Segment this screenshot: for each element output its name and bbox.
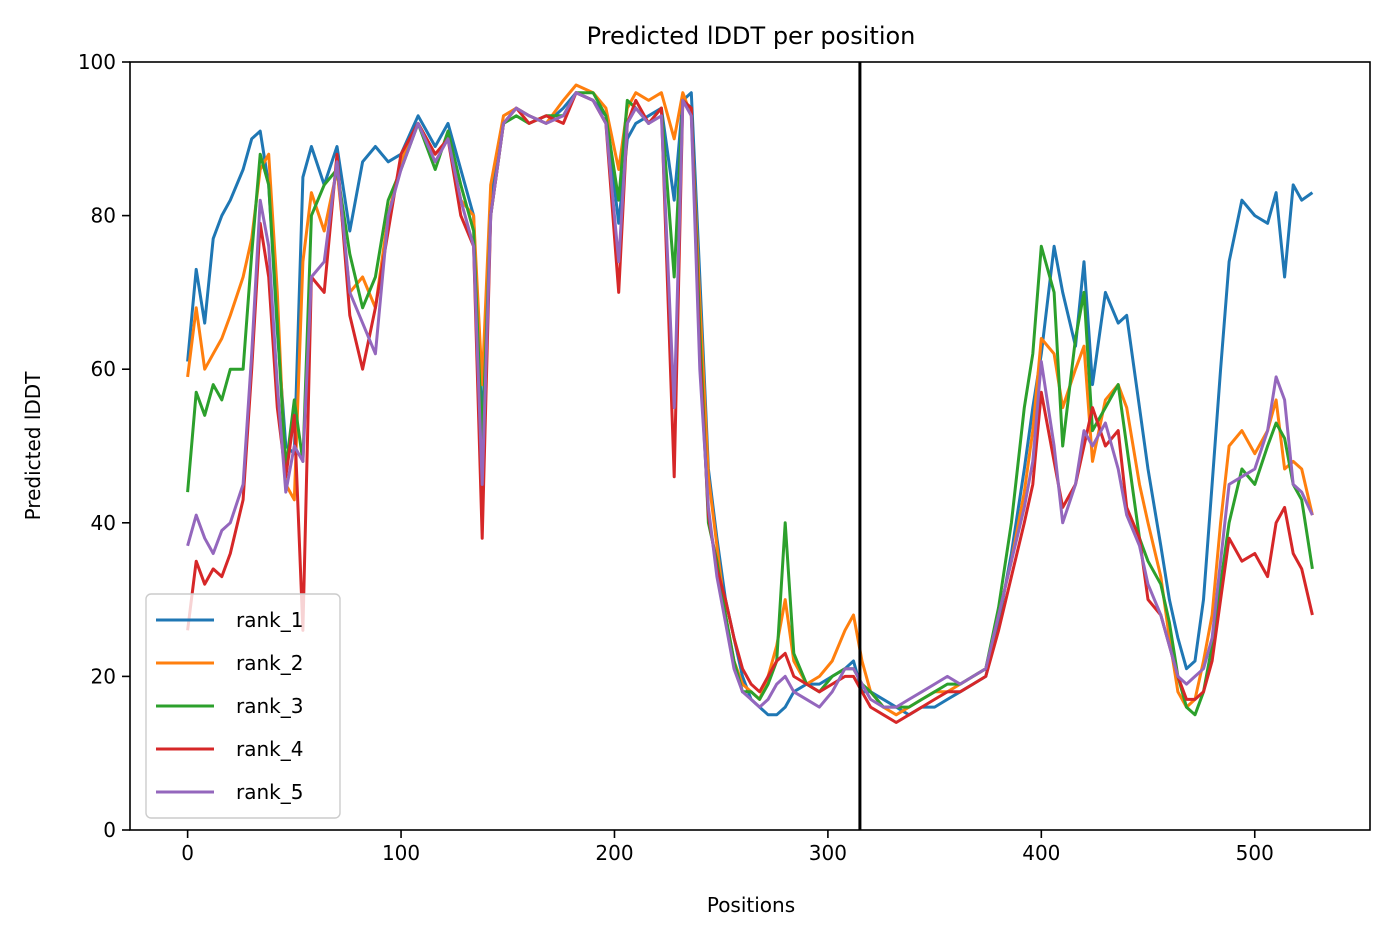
series-line-rank-2 [186,83,1314,717]
plot-series [186,83,1314,724]
legend-label: rank_4 [236,737,303,761]
legend-label: rank_5 [236,780,303,804]
x-tick-label: 400 [1022,841,1060,865]
x-tick-label: 200 [595,841,633,865]
y-tick-label: 20 [91,664,116,688]
y-tick-label: 60 [91,357,116,381]
x-axis-label: Positions [707,893,795,917]
legend-box [145,593,341,819]
legend: rank_1 rank_2 rank_3 rank_4 rank_5 [145,593,341,819]
legend-label: rank_1 [236,608,303,632]
plot-frame [129,61,1371,831]
y-axis-label: Predicted lDDT [21,371,45,521]
series-line-rank-4 [186,91,1314,724]
y-tick-label: 80 [91,204,116,228]
x-tick-label: 0 [181,841,194,865]
series-line-rank-1 [186,91,1314,717]
y-axis: 0 20 40 60 80 100 [78,50,130,842]
y-tick-label: 100 [78,50,116,74]
legend-label: rank_2 [236,651,303,675]
x-axis: 0 100 200 300 400 500 [181,830,1274,865]
series-line-rank-5 [186,91,1314,709]
legend-label: rank_3 [236,694,303,718]
y-tick-label: 0 [103,818,116,842]
chart-title: Predicted lDDT per position [587,22,916,50]
x-tick-label: 100 [382,841,420,865]
y-tick-label: 40 [91,511,116,535]
x-tick-label: 300 [809,841,847,865]
x-tick-label: 500 [1236,841,1274,865]
series-line-rank-3 [186,91,1314,717]
